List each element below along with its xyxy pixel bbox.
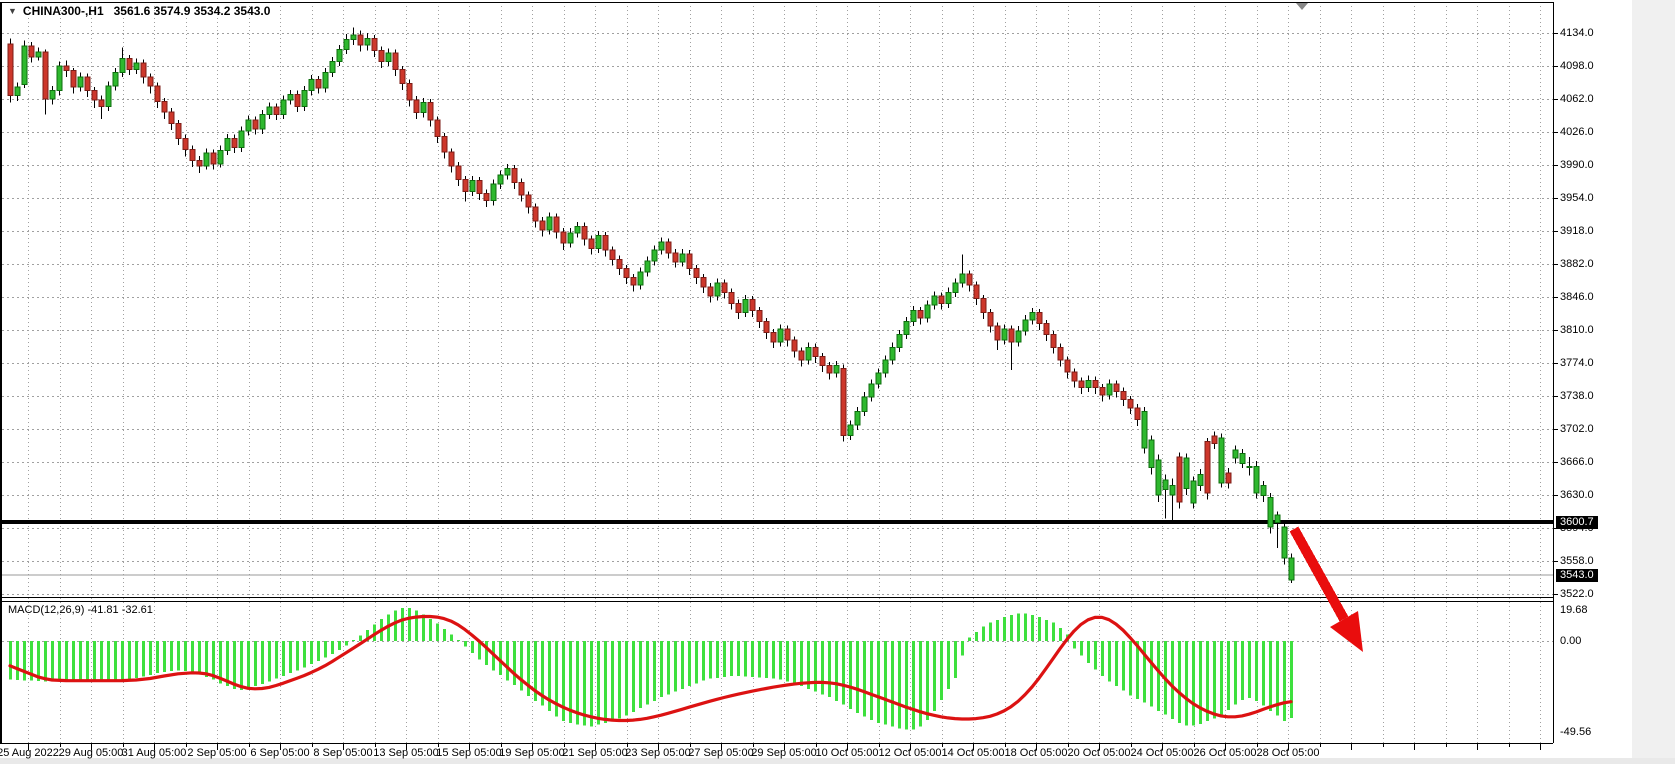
date-tick-label: 29 Sep 05:00	[751, 747, 817, 759]
price-level-box: 3600.7	[1556, 515, 1598, 529]
panel-borders	[0, 2, 1558, 750]
date-tick-label: 13 Sep 05:00	[373, 747, 439, 759]
macd-histogram	[9, 607, 1293, 730]
date-tick-label: 27 Sep 05:00	[688, 747, 754, 759]
ohlc-values: 3561.6 3574.9 3534.2 3543.0	[113, 4, 271, 18]
price-tick-label: 4134.0	[1560, 27, 1594, 39]
date-tick-label: 25 Aug 2022	[0, 747, 59, 759]
chart-header: ▼ CHINA300-,H1 3561.6 3574.9 3534.2 3543.0	[8, 4, 270, 18]
price-tick-label: 3666.0	[1560, 455, 1594, 468]
date-tick-label: 20 Oct 05:00	[1067, 747, 1131, 759]
price-tick-label: 3918.0	[1560, 224, 1594, 237]
price-tick-label: 4098.0	[1560, 59, 1594, 72]
date-tick-label: 14 Oct 05:00	[941, 747, 1005, 759]
symbol-title: CHINA300-,H1	[22, 4, 104, 18]
date-tick-label: 10 Oct 05:00	[815, 747, 879, 759]
date-tick-label: 18 Oct 05:00	[1004, 747, 1068, 759]
price-tick-label: 3774.0	[1560, 356, 1594, 369]
price-tick-label: 3558.0	[1560, 554, 1594, 567]
date-tick-label: 15 Sep 05:00	[436, 747, 502, 759]
symbol-dropdown-icon[interactable]: ▼	[8, 6, 17, 16]
right-margin	[1632, 0, 1675, 764]
date-tick-label: 19 Sep 05:00	[499, 747, 565, 759]
price-tick-label: 3846.0	[1560, 290, 1594, 303]
date-tick-label: 2 Sep 05:00	[187, 747, 247, 759]
date-tick-label: 31 Aug 05:00	[121, 747, 187, 759]
price-tick-label: 3882.0	[1560, 257, 1594, 270]
macd-tick-label: -49.56	[1560, 726, 1592, 739]
date-tick-label: 21 Sep 05:00	[562, 747, 628, 759]
price-tick-label: 3810.0	[1560, 323, 1594, 336]
candlestick-series	[7, 27, 1295, 583]
date-tick-label: 26 Oct 05:00	[1193, 747, 1257, 759]
date-tick-label: 23 Sep 05:00	[625, 747, 691, 759]
macd-signal-line	[8, 614, 1293, 723]
date-tick-label: 12 Oct 05:00	[878, 747, 942, 759]
macd-tick-label: 0.00	[1560, 635, 1582, 647]
price-tick-label: 3954.0	[1560, 191, 1594, 204]
price-tick-label: 3702.0	[1560, 422, 1594, 435]
price-tick-label: 3990.0	[1560, 158, 1594, 171]
price-tick-label: 4062.0	[1560, 92, 1594, 105]
date-tick-label: 8 Sep 05:00	[313, 747, 373, 759]
grid-lines	[2, 2, 1553, 743]
price-tick-label: 4026.0	[1560, 125, 1594, 138]
price-tick-label: 3738.0	[1560, 389, 1594, 402]
date-tick-label: 6 Sep 05:00	[250, 747, 310, 759]
trend-arrow[interactable]	[1289, 526, 1363, 652]
price-tick-label: 3522.0	[1560, 587, 1594, 600]
macd-indicator-label: MACD(12,26,9) -41.81 -32.61	[8, 604, 153, 616]
bottom-margin	[0, 758, 1675, 764]
chart-shift-marker-icon[interactable]	[1296, 3, 1308, 10]
price-tick-label: 3630.0	[1560, 488, 1594, 501]
price-level-box: 3543.0	[1556, 568, 1598, 582]
date-tick-label: 28 Oct 05:00	[1256, 747, 1320, 759]
date-tick-label: 24 Oct 05:00	[1130, 747, 1194, 759]
macd-tick-label: 19.68	[1560, 604, 1588, 616]
date-tick-label: 29 Aug 05:00	[58, 747, 124, 759]
